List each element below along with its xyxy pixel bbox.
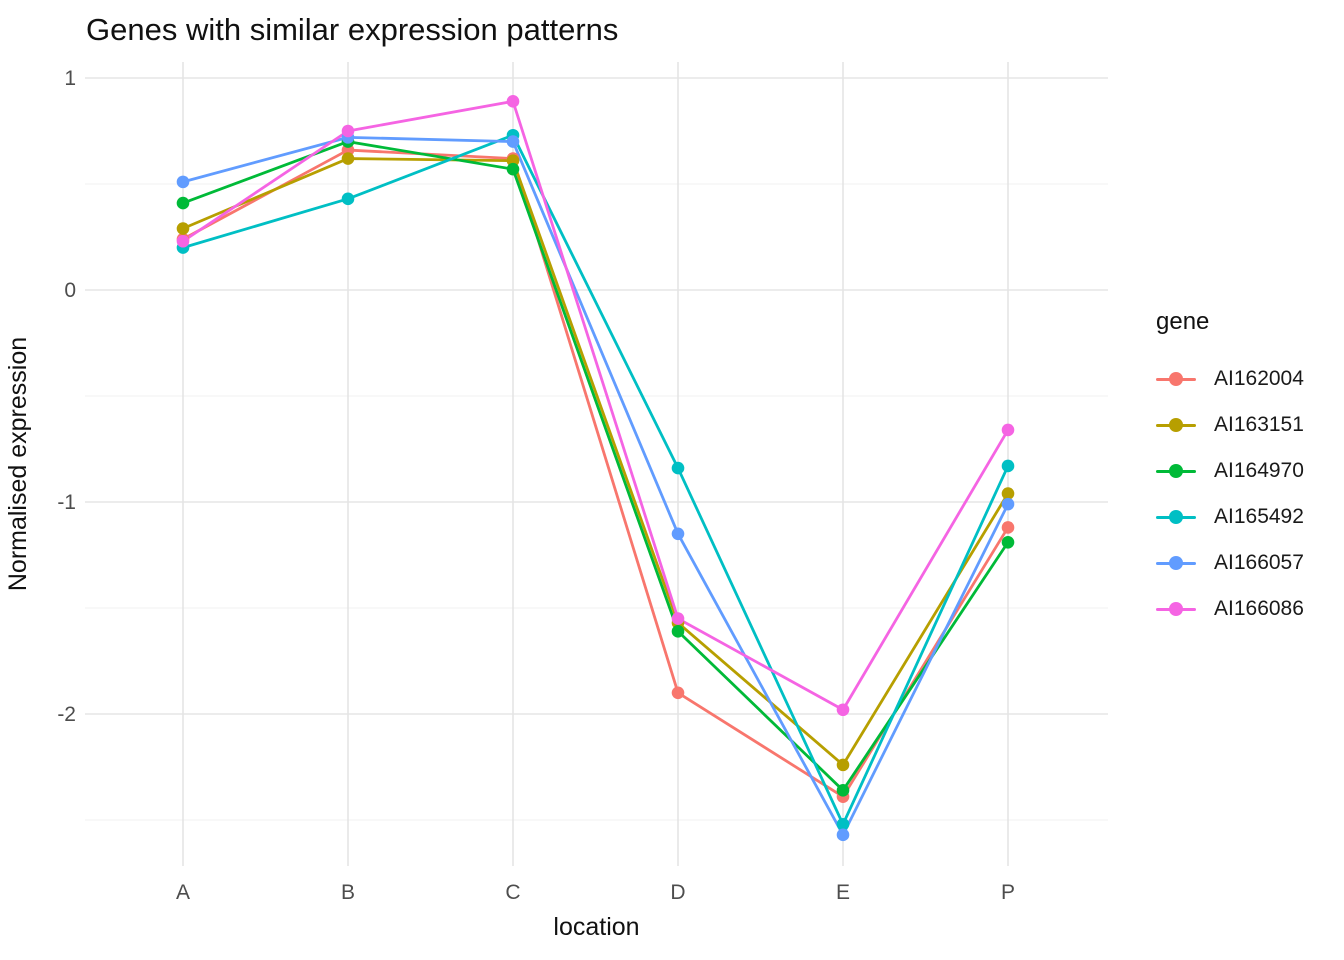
x-tick-label: D [670, 881, 685, 904]
legend-item: AI162004 [1150, 356, 1344, 402]
legend-title: gene [1156, 308, 1210, 335]
series-line [182, 148, 1010, 799]
data-point [836, 817, 850, 831]
data-point [836, 703, 850, 717]
y-axis-title: Normalised expression [4, 336, 32, 592]
legend-key-point [1169, 556, 1183, 570]
data-point [671, 625, 685, 638]
data-point [836, 784, 850, 797]
series-line [182, 135, 1010, 837]
legend: gene AI162004 AI163151 AI164970 AI165492 AI1… [1150, 308, 1344, 632]
legend-key [1156, 415, 1200, 435]
data-point [1001, 521, 1015, 534]
y-tick-label: -2 [57, 703, 76, 726]
data-point [341, 124, 355, 138]
legend-item-label: AI162004 [1214, 367, 1304, 390]
data-point [836, 828, 850, 842]
series-lines [182, 99, 1010, 837]
legend-key-point [1169, 372, 1183, 386]
legend-item-label: AI166086 [1214, 597, 1304, 620]
series-line [182, 133, 1010, 826]
legend-key-point [1169, 418, 1183, 432]
x-tick-label: A [176, 881, 190, 904]
major-gridlines [85, 77, 1108, 715]
data-point [506, 95, 520, 108]
legend-item-label: AI163151 [1214, 413, 1304, 436]
legend-item: AI165492 [1150, 494, 1344, 540]
x-tick-label: E [836, 881, 850, 904]
series-line [182, 140, 1010, 792]
legend-item: AI164970 [1150, 448, 1344, 494]
legend-key [1156, 507, 1200, 527]
data-point [1001, 535, 1015, 549]
x-axis-title: location [553, 913, 640, 941]
legend-item-label: AI165492 [1214, 505, 1304, 528]
data-point [176, 234, 190, 248]
data-point [671, 686, 685, 700]
legend-item-label: AI164970 [1214, 459, 1304, 482]
series-line [182, 99, 1010, 712]
y-tick-label: 0 [64, 279, 76, 302]
y-tick-label: 1 [64, 67, 76, 90]
x-tick-label: C [505, 881, 520, 904]
data-point [1001, 497, 1015, 511]
data-point [341, 152, 355, 165]
minor-gridlines [85, 183, 1108, 821]
data-point [1001, 423, 1015, 437]
legend-key [1156, 461, 1200, 481]
legend-key [1156, 369, 1200, 389]
legend-key [1156, 599, 1200, 619]
series-line [182, 157, 1010, 767]
data-point [176, 196, 190, 210]
data-point [1001, 487, 1015, 500]
legend-items: AI162004 AI163151 AI164970 AI165492 AI166057… [1150, 356, 1344, 632]
series-points [176, 95, 1015, 842]
data-point [671, 461, 685, 475]
data-point [341, 192, 355, 206]
legend-key-point [1169, 602, 1183, 616]
vertical-gridlines [182, 62, 1009, 866]
data-point [506, 135, 520, 148]
data-point [176, 175, 190, 189]
legend-key [1156, 553, 1200, 573]
legend-item: AI166057 [1150, 540, 1344, 586]
legend-item: AI163151 [1150, 402, 1344, 448]
data-point [671, 612, 685, 625]
data-point [671, 527, 685, 541]
data-point [176, 222, 190, 235]
data-point [506, 162, 520, 176]
x-tick-label: B [341, 881, 355, 904]
y-tick-labels: 1 0 -1 -2 [57, 67, 76, 726]
legend-item-label: AI166057 [1214, 551, 1304, 574]
y-tick-label: -1 [57, 491, 76, 514]
legend-key-point [1169, 464, 1183, 478]
x-tick-label: P [1001, 881, 1015, 904]
chart-title: Genes with similar expression patterns [86, 12, 619, 47]
data-point [836, 758, 850, 772]
legend-item: AI166086 [1150, 586, 1344, 632]
legend-key-point [1169, 510, 1183, 524]
data-point [1001, 459, 1015, 473]
